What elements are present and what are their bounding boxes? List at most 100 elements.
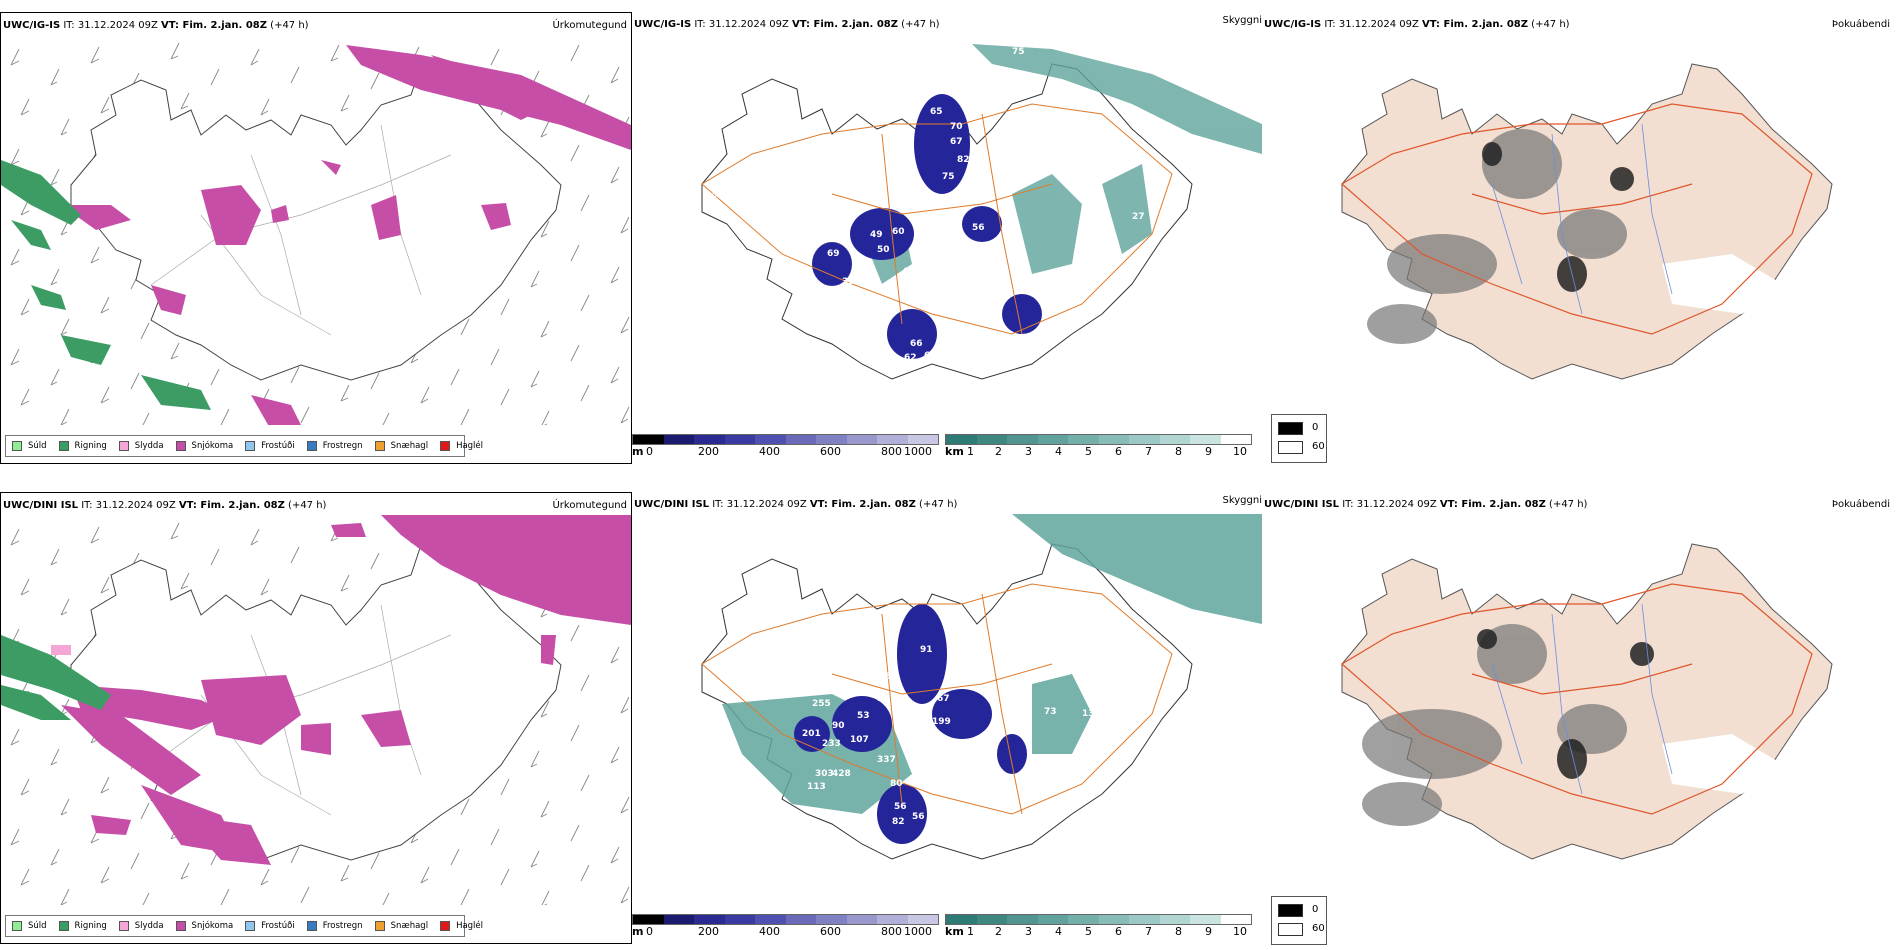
- visibility-label: 56: [912, 812, 925, 822]
- legend-item: Haglél: [440, 441, 483, 451]
- visibility-label: 12: [907, 777, 920, 787]
- ceiling-tick: 600: [820, 925, 841, 938]
- visibility-label: 27: [1132, 212, 1145, 222]
- ceiling-swatch: [633, 435, 664, 444]
- fog-legend-label: 60: [1312, 441, 1325, 452]
- precip-panel-bottom: UWC/DINI ISL IT: 31.12.2024 09Z VT: Fim.…: [0, 492, 632, 944]
- panel-type-label: Úrkomutegund: [552, 500, 627, 511]
- ceiling-swatch: [785, 435, 816, 444]
- visibility-tick: 5: [1085, 925, 1092, 938]
- visibility-label: 303: [815, 769, 834, 779]
- ceiling-swatch: [724, 915, 755, 924]
- visibility-strip: [945, 914, 1252, 925]
- ceiling-unit: m: [632, 445, 644, 458]
- fog-legend-label: 0: [1312, 904, 1319, 915]
- panel-type-label: Skyggni: [1222, 495, 1262, 506]
- panel-title: UWC/IG-IS IT: 31.12.2024 09Z VT: Fim. 2.…: [1264, 19, 1570, 30]
- legend-item: Rigning: [58, 921, 107, 931]
- visibility-label: 201: [802, 729, 821, 739]
- visibility-label: 113: [807, 782, 826, 792]
- visibility-label: 80: [890, 779, 903, 789]
- panel-title: UWC/DINI ISL IT: 31.12.2024 09Z VT: Fim.…: [3, 500, 327, 511]
- visibility-label: 65: [930, 107, 943, 117]
- ceiling-tick: 200: [698, 445, 719, 458]
- ceiling-colorbar: m 0 200 400 600 800 1000: [632, 434, 942, 458]
- legend-swatch: [245, 921, 256, 931]
- visibility-swatch: [946, 435, 977, 444]
- visibility-swatch: [1037, 435, 1068, 444]
- legend-item: Súld: [12, 441, 47, 451]
- visibility-label: 71: [1150, 617, 1163, 627]
- ceiling-swatch: [877, 435, 908, 444]
- panel-type-label: Þokuábendi: [1831, 19, 1890, 30]
- visibility-swatch: [1190, 915, 1221, 924]
- legend-item: Súld: [12, 921, 47, 931]
- visibility-unit: km: [945, 445, 964, 458]
- visibility-label: 337: [877, 755, 896, 765]
- visibility-label: 27: [712, 192, 725, 202]
- ceiling-swatch: [816, 915, 847, 924]
- visibility-label: 53: [857, 711, 870, 721]
- legend-swatch: [440, 921, 451, 931]
- ceiling-strip: [632, 434, 939, 445]
- visibility-label: 82: [957, 155, 970, 165]
- visibility-tick: 6: [1115, 445, 1122, 458]
- ceiling-swatch: [694, 915, 725, 924]
- legend-swatch: [306, 441, 317, 451]
- visibility-swatch: [1220, 915, 1251, 924]
- visibility-swatch: [1068, 435, 1099, 444]
- legend-swatch: [440, 441, 451, 451]
- ceiling-tick: 800: [881, 445, 902, 458]
- ceiling-swatch: [724, 435, 755, 444]
- fog-legend-top: 0 60: [1271, 414, 1327, 463]
- panel-type-label: Þokuábendi: [1831, 499, 1890, 510]
- visibility-label: 70: [950, 122, 963, 132]
- visibility-label: 14: [972, 297, 985, 307]
- legend-item: Slydda: [118, 441, 164, 451]
- visibility-tick: 1: [967, 925, 974, 938]
- visibility-tick: 3: [1025, 445, 1032, 458]
- visibility-map: 75 65 70 67 82 75 60 56 49 50 69 35 14 2…: [701, 44, 1262, 380]
- visibility-label: 49: [792, 689, 805, 699]
- visibility-tick: 8: [1175, 925, 1182, 938]
- ceiling-swatch: [846, 915, 877, 924]
- visibility-swatch: [1098, 915, 1129, 924]
- fog-swatch-black: [1278, 904, 1303, 917]
- visibility-label: 25: [987, 282, 1000, 292]
- fog-legend-label: 60: [1312, 923, 1325, 934]
- visibility-colorbar: km 1 2 3 4 5 6 7 8 9 10: [945, 914, 1252, 938]
- visibility-tick: 6: [1115, 925, 1122, 938]
- visibility-unit: km: [945, 925, 964, 938]
- ceiling-swatch: [755, 915, 786, 924]
- ceiling-tick: 0: [646, 445, 653, 458]
- legend-swatch: [374, 441, 385, 451]
- legend-swatch: [374, 921, 385, 931]
- ceiling-colorbar: m 0 200 400 600 800 1000: [632, 914, 942, 938]
- visibility-label: 67: [937, 694, 950, 704]
- visibility-swatch: [1068, 915, 1099, 924]
- fog-swatch-white: [1278, 923, 1303, 936]
- legend-swatch: [118, 441, 129, 451]
- ceiling-unit: m: [632, 925, 644, 938]
- legend-item: Snjókoma: [175, 921, 233, 931]
- visibility-tick: 3: [1025, 925, 1032, 938]
- visibility-label: 73: [1044, 707, 1057, 717]
- visibility-tick: 2: [995, 445, 1002, 458]
- panel-type-label: Skyggni: [1222, 15, 1262, 26]
- visibility-label: 62: [904, 353, 917, 363]
- visibility-tick: 1: [967, 445, 974, 458]
- panel-title: UWC/DINI ISL IT: 31.12.2024 09Z VT: Fim.…: [634, 499, 958, 510]
- precip-panel-top: UWC/IG-IS IT: 31.12.2024 09Z VT: Fim. 2.…: [0, 12, 632, 464]
- visibility-tick: 8: [1175, 445, 1182, 458]
- ceiling-swatch: [755, 435, 786, 444]
- visibility-tick: 4: [1055, 925, 1062, 938]
- visibility-swatch: [946, 915, 977, 924]
- ceiling-swatch: [846, 435, 877, 444]
- visibility-label: 85: [1010, 709, 1023, 719]
- visibility-label: 107: [850, 735, 869, 745]
- visibility-swatch: [976, 915, 1007, 924]
- legend-item: Frostregn: [306, 441, 363, 451]
- ceiling-strip: [632, 914, 939, 925]
- visibility-panel-top: UWC/IG-IS IT: 31.12.2024 09Z VT: Fim. 2.…: [632, 12, 1262, 464]
- legend-item: Frostregn: [306, 921, 363, 931]
